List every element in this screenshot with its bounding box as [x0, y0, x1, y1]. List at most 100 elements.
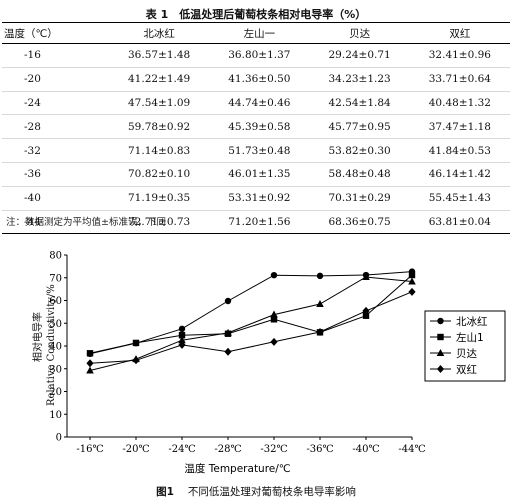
value-cell: 45.77±0.95	[309, 114, 410, 139]
value-cell: 59.78±0.92	[109, 114, 210, 139]
y-axis-title-chinese: 相对电导率	[33, 312, 44, 362]
legend-marker-square	[437, 333, 444, 341]
table-row: -32 71.14±0.83 51.73±0.48 53.82±0.30 41.84±0…	[2, 138, 510, 163]
data-point-square	[270, 316, 278, 323]
value-cell: 41.22±1.49	[109, 66, 210, 92]
value-cell: 32.41±0.96	[409, 43, 510, 68]
data-point-triangle	[270, 310, 278, 318]
x-tick-label: -44℃	[398, 444, 425, 455]
y-tick-label: 80	[49, 251, 62, 262]
value-cell: 71.20±1.56	[209, 209, 310, 235]
value-cell: 71.14±0.83	[109, 138, 210, 163]
data-point-diamond	[86, 359, 94, 368]
data-point-diamond	[224, 347, 232, 356]
figure-label: 图1	[156, 486, 174, 498]
data-point-circle	[316, 272, 324, 280]
value-cell: 40.48±1.32	[409, 90, 510, 115]
temperature-cell: -44	[2, 209, 109, 235]
table-row: -24 47.54±1.09 44.74±0.46 42.54±1.84 40.48±1…	[2, 90, 510, 115]
value-cell: 72.71±0.73	[109, 209, 210, 235]
value-cell: 36.57±1.48	[109, 43, 210, 68]
legend-marker-diamond	[436, 365, 445, 373]
legend-label: 双红	[456, 363, 477, 376]
value-cell: 45.39±0.58	[209, 114, 310, 139]
value-cell: 68.36±0.75	[309, 209, 410, 235]
value-cell: 70.31±0.29	[309, 185, 410, 211]
table-row: -44 72.71±0.73 71.20±1.56 68.36±0.75 63.81±0…	[2, 209, 510, 235]
value-cell: 71.19±0.35	[109, 185, 210, 211]
value-cell: 47.54±1.09	[109, 90, 210, 115]
y-tick-label: 50	[49, 319, 62, 330]
series-line-1	[89, 271, 413, 355]
data-point-square	[178, 332, 186, 339]
x-tick-label: -40℃	[352, 444, 379, 455]
value-cell: 51.73±0.48	[209, 138, 310, 163]
value-cell: 58.48±0.48	[309, 161, 410, 187]
value-cell: 29.24±0.71	[309, 43, 410, 68]
column-header-temperature: 温度（℃）	[2, 22, 109, 44]
data-point-diamond	[132, 356, 140, 365]
value-cell: 55.45±1.43	[409, 185, 510, 211]
figure-caption: 图1 不同低温处理对葡萄枝条电导率影响	[0, 484, 512, 499]
y-tick-label: 20	[49, 387, 62, 398]
table-row: -16 36.57±1.48 36.80±1.37 29.24±0.71 32.41±0…	[2, 43, 510, 68]
value-cell: 33.71±0.64	[409, 66, 510, 92]
y-tick-label: 10	[49, 410, 62, 421]
table-row: -36 70.82±0.10 46.01±1.35 58.48±0.48 46.14±1…	[2, 161, 510, 187]
x-tick-label: -36℃	[306, 444, 333, 455]
value-cell: 34.23±1.23	[309, 66, 410, 92]
legend-marker-triangle	[436, 349, 445, 356]
value-cell: 53.82±0.30	[309, 138, 410, 163]
x-tick-label: -20℃	[122, 444, 149, 455]
value-cell: 44.74±0.46	[209, 90, 310, 115]
table-row: -40 71.19±0.35 53.31±0.92 70.31±0.29 55.45±1…	[2, 185, 510, 211]
value-cell: 41.84±0.53	[409, 138, 510, 163]
value-cell: 42.54±1.84	[309, 90, 410, 115]
temperature-cell: -32	[2, 138, 109, 163]
column-header-beibinghong: 北冰红	[109, 22, 210, 44]
legend-marker-circle	[437, 317, 444, 325]
data-point-diamond	[316, 328, 324, 337]
x-axis-title: 温度 Temperature/℃	[184, 462, 290, 475]
column-header-shuanghong: 双红	[409, 22, 510, 44]
temperature-cell: -40	[2, 185, 109, 211]
table-header-row: 温度（℃） 北冰红 左山一 贝达 双红	[2, 22, 510, 44]
data-point-triangle	[316, 299, 324, 307]
value-cell: 63.81±0.04	[409, 209, 510, 235]
y-tick-label: 0	[56, 433, 62, 444]
y-tick-label: 70	[49, 273, 62, 284]
conductivity-table: 温度（℃） 北冰红 左山一 贝达 双红 -16 36.57±1.48 36.80±1…	[2, 22, 510, 235]
temperature-cell: -16	[2, 43, 109, 68]
temperature-cell: -20	[2, 66, 109, 92]
legend-label: 北冰红	[456, 315, 488, 328]
series-line-2	[89, 274, 413, 354]
column-header-beida: 贝达	[309, 22, 410, 44]
x-tick-label: -16℃	[76, 444, 103, 455]
data-point-triangle	[224, 328, 232, 336]
y-tick-label: 60	[49, 296, 62, 307]
data-point-circle	[178, 325, 186, 333]
table-body: -16 36.57±1.48 36.80±1.37 29.24±0.71 32.41±0…	[2, 43, 510, 235]
figure-caption-text: 不同低温处理对葡萄枝条电导率影响	[187, 486, 356, 498]
data-point-triangle	[178, 336, 186, 344]
table-title: 表 1 低温处理后葡萄枝条相对电导率（%）	[145, 8, 367, 21]
table-note: 注：数据测定为平均值±标准误，下同	[6, 217, 166, 228]
value-cell: 70.82±0.10	[109, 161, 210, 187]
data-point-triangle	[86, 366, 94, 374]
table-row: -28 59.78±0.92 45.39±0.58 45.77±0.95 37.47±1…	[2, 114, 510, 139]
series-line-4	[89, 291, 413, 364]
data-point-diamond	[270, 337, 278, 346]
data-point-circle	[224, 297, 232, 305]
data-point-diamond	[178, 340, 186, 349]
y-axis-title-english: Relative Conductivity/%	[46, 284, 57, 406]
series-line-3	[89, 276, 413, 371]
data-point-diamond	[408, 287, 416, 296]
data-point-square	[132, 339, 140, 347]
x-tick-label: -32℃	[260, 444, 287, 455]
value-cell: 36.80±1.37	[209, 43, 310, 68]
temperature-cell: -24	[2, 90, 109, 115]
value-cell: 41.36±0.50	[209, 66, 310, 92]
y-tick-label: 40	[49, 342, 62, 353]
table-row: -20 41.22±1.49 41.36±0.50 34.23±1.23 33.71±0…	[2, 66, 510, 92]
